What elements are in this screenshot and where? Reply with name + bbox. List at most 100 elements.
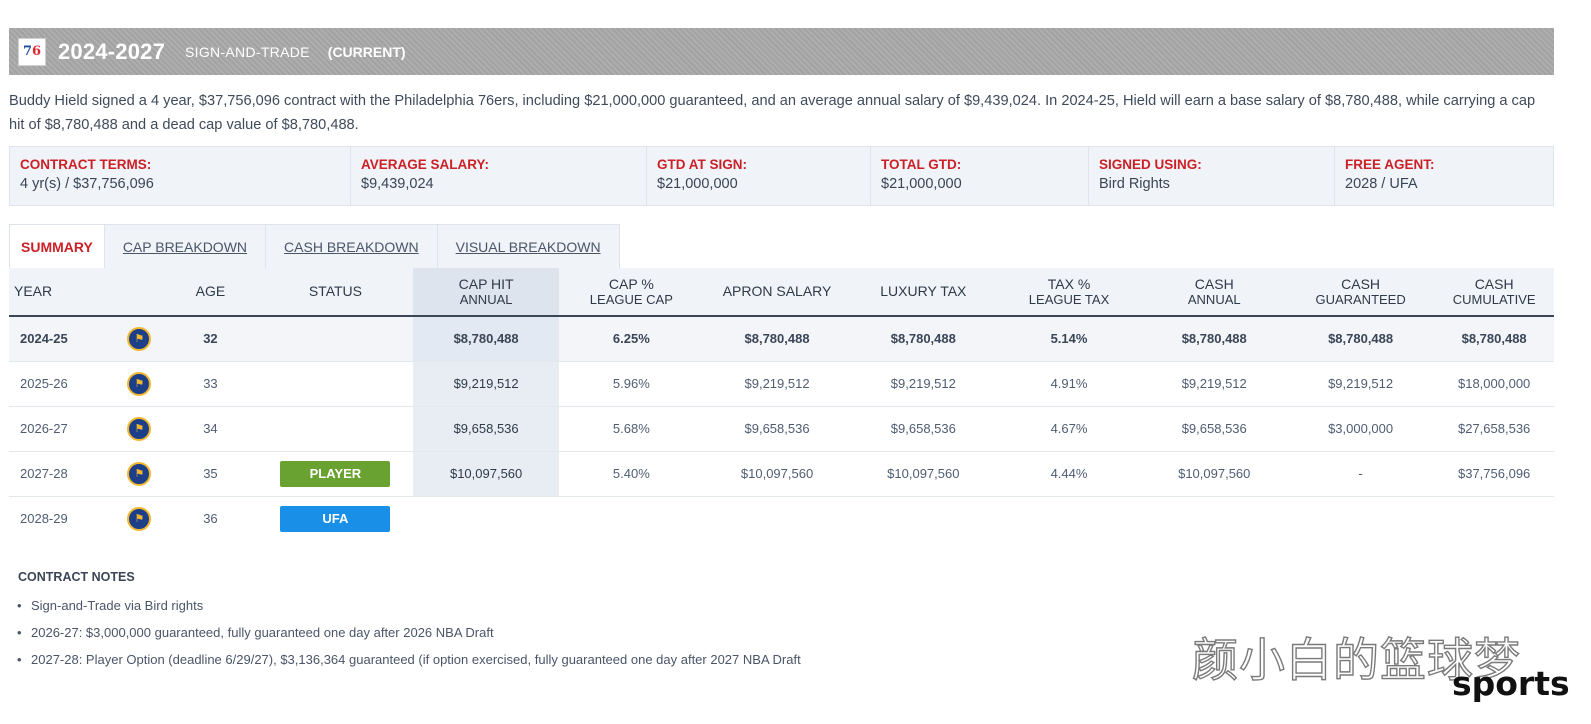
warriors-logo-icon: ⚑: [127, 326, 152, 351]
cell-year: 2024-25: [9, 316, 116, 362]
cell-apron: $10,097,560: [703, 451, 851, 497]
cell-cash-cum: $37,756,096: [1434, 451, 1554, 497]
warriors-logo-icon: ⚑: [127, 416, 152, 441]
cell-age: 32: [163, 316, 258, 362]
cell-cash-gtd: [1287, 496, 1434, 541]
cell-cap-hit: [413, 496, 559, 541]
cell-apron: $9,219,512: [703, 361, 851, 407]
contract-notes-list: Sign-and-Trade via Bird rights 2026-27: …: [17, 598, 801, 679]
contract-type: SIGN-AND-TRADE: [185, 43, 310, 60]
cell-luxury: [850, 496, 996, 541]
header-cash-annual[interactable]: CASH ANNUAL: [1141, 268, 1287, 317]
cell-cash-gtd: -: [1286, 451, 1435, 497]
tab-summary[interactable]: SUMMARY: [10, 225, 105, 268]
tab-visual-breakdown[interactable]: VISUAL BREAKDOWN: [455, 238, 601, 255]
warriors-logo-icon: ⚑: [127, 371, 152, 396]
header-cap-pct[interactable]: CAP % LEAGUE CAP: [558, 268, 704, 317]
cell-apron: $9,658,536: [703, 406, 851, 452]
cell-cap-hit: $9,219,512: [413, 361, 559, 407]
cell-cash: [1142, 496, 1287, 541]
cell-cap-pct: [559, 496, 704, 541]
contract-terms-panel: CONTRACT TERMS: 4 yr(s) / $37,756,096 AV…: [9, 146, 1554, 206]
cell-cash: $9,219,512: [1141, 361, 1287, 407]
term-contract-terms: CONTRACT TERMS: 4 yr(s) / $37,756,096: [10, 147, 351, 205]
cell-cash: $8,780,488: [1141, 316, 1287, 362]
header-luxury-tax[interactable]: LUXURY TAX: [850, 268, 997, 317]
table-row: 2027-28 ⚑ 35 PLAYER $10,097,560 5.40% $1…: [9, 451, 1554, 497]
header-apron-salary[interactable]: APRON SALARY: [703, 268, 851, 317]
term-average-salary: AVERAGE SALARY: $9,439,024: [351, 147, 647, 205]
cell-status: [257, 406, 414, 452]
cell-cash-gtd: $9,219,512: [1286, 361, 1435, 407]
tab-cash-breakdown[interactable]: CASH BREAKDOWN: [266, 225, 438, 268]
cell-year: 2026-27: [9, 406, 116, 452]
cell-cash-cum: [1434, 496, 1554, 541]
cell-age: 34: [163, 406, 258, 452]
cell-status: [257, 316, 414, 362]
cell-apron: [704, 496, 850, 541]
cell-status: [257, 361, 414, 407]
cell-status: PLAYER: [257, 451, 414, 497]
cell-team: ⚑: [115, 451, 164, 497]
cell-age: 35: [163, 451, 258, 497]
term-label: SIGNED USING:: [1099, 157, 1202, 172]
cell-cash-cum: $27,658,536: [1434, 406, 1554, 452]
cell-team: ⚑: [115, 316, 164, 362]
ufa-badge: UFA: [280, 505, 391, 532]
tab-cap-breakdown[interactable]: CAP BREAKDOWN: [105, 225, 267, 268]
breakdown-tabs: SUMMARY CAP BREAKDOWN CASH BREAKDOWN VIS…: [9, 224, 620, 268]
header-status[interactable]: STATUS: [257, 268, 414, 317]
cell-cash-cum: $8,780,488: [1434, 316, 1554, 362]
cell-cap-pct: 5.68%: [558, 406, 704, 452]
salary-table: YEAR AGE STATUS CAP HIT ANNUAL CAP % LEAGU…: [9, 268, 1554, 541]
header-cash-guaranteed[interactable]: CASH GUARANTEED: [1286, 268, 1435, 317]
cell-cash: $10,097,560: [1141, 451, 1287, 497]
term-free-agent: FREE AGENT: 2028 / UFA: [1335, 147, 1553, 205]
header-cap-hit[interactable]: CAP HIT ANNUAL: [413, 268, 559, 317]
header-tax-pct[interactable]: TAX % LEAGUE TAX: [996, 268, 1142, 317]
term-signed-using: SIGNED USING: Bird Rights: [1089, 147, 1335, 205]
contract-notes-title: CONTRACT NOTES: [18, 570, 135, 584]
cell-cap-hit: $8,780,488: [413, 316, 559, 362]
cell-status: UFA: [257, 496, 413, 541]
cell-cap-pct: 6.25%: [558, 316, 704, 362]
cell-year: 2025-26: [9, 361, 116, 407]
cell-year: 2027-28: [9, 451, 116, 497]
cell-team: ⚑: [115, 496, 163, 541]
table-header-row: YEAR AGE STATUS CAP HIT ANNUAL CAP % LEAGU…: [9, 268, 1554, 317]
cell-cap-hit: $9,658,536: [413, 406, 559, 452]
cell-luxury: $9,219,512: [850, 361, 997, 407]
cell-cap-pct: 5.96%: [558, 361, 704, 407]
term-label: TOTAL GTD:: [881, 157, 962, 172]
player-option-badge: PLAYER: [280, 460, 391, 487]
table-row: 2028-29 ⚑ 36 UFA: [9, 496, 1554, 541]
term-value: 4 yr(s) / $37,756,096: [20, 176, 154, 192]
table-row: 2025-26 ⚑ 33 $9,219,512 5.96% $9,219,512…: [9, 361, 1554, 407]
list-item: 2027-28: Player Option (deadline 6/29/27…: [17, 652, 801, 679]
contract-years: 2024-2027: [58, 38, 166, 64]
term-label: AVERAGE SALARY:: [361, 157, 490, 172]
header-cash-cumulative[interactable]: CASH CUMULATIVE: [1434, 268, 1554, 317]
term-value: Bird Rights: [1099, 176, 1170, 192]
cell-tax-pct: [996, 496, 1141, 541]
term-label: GTD AT SIGN:: [657, 157, 747, 172]
cell-tax-pct: 4.44%: [996, 451, 1142, 497]
cell-apron: $8,780,488: [703, 316, 851, 362]
cell-team: ⚑: [115, 361, 164, 407]
cell-tax-pct: 4.91%: [996, 361, 1142, 407]
cell-cash-cum: $18,000,000: [1434, 361, 1554, 407]
term-label: FREE AGENT:: [1345, 157, 1435, 172]
watermark-text: 颜小白的篮球梦: [1191, 632, 1521, 687]
cell-luxury: $9,658,536: [850, 406, 997, 452]
warriors-logo-icon: ⚑: [127, 461, 152, 486]
header-age[interactable]: AGE: [163, 268, 258, 317]
cell-cap-pct: 5.40%: [558, 451, 704, 497]
term-gtd-at-sign: GTD AT SIGN: $21,000,000: [647, 147, 871, 205]
cell-cash-gtd: $8,780,488: [1286, 316, 1435, 362]
header-year[interactable]: YEAR: [9, 268, 116, 317]
warriors-logo-icon: ⚑: [127, 506, 152, 531]
table-row: 2026-27 ⚑ 34 $9,658,536 5.68% $9,658,536…: [9, 406, 1554, 452]
cell-tax-pct: 4.67%: [996, 406, 1142, 452]
